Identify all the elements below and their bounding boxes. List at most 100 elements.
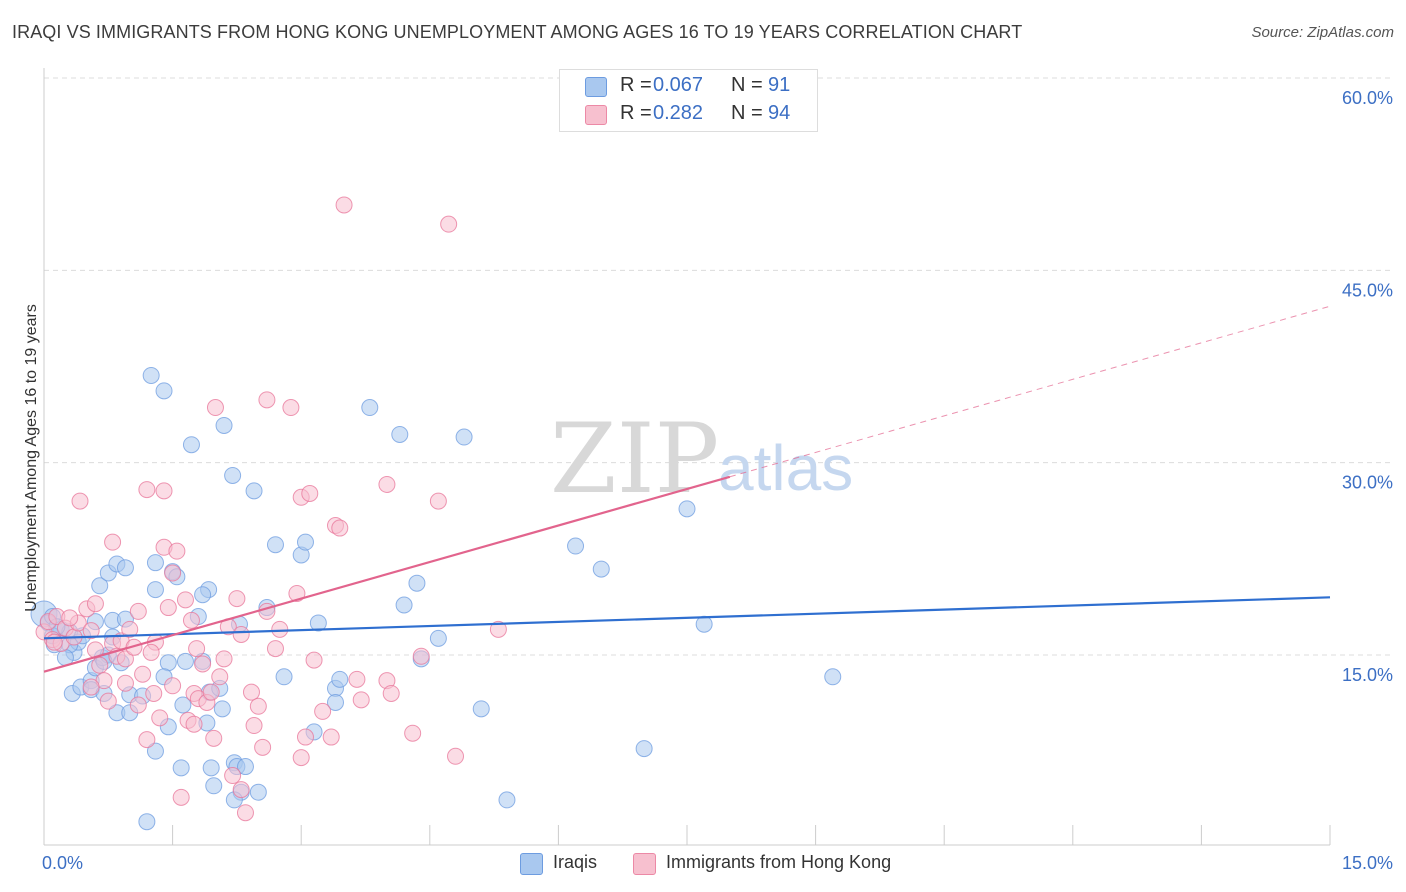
bottom-legend-label-hong-kong: Immigrants from Hong Kong (666, 852, 892, 872)
x-tick-label: 0.0% (42, 853, 83, 873)
point-hong-kong (314, 702, 332, 720)
point-hong-kong (61, 609, 79, 627)
legend-n-label: N = (731, 102, 763, 124)
point-hong-kong (348, 670, 366, 688)
point-hong-kong (188, 640, 206, 658)
point-iraqis (296, 533, 314, 551)
point-iraqis (194, 586, 212, 604)
legend-swatch-hong-kong (585, 105, 607, 125)
point-iraqis (326, 693, 344, 711)
point-iraqis (331, 670, 349, 688)
legend-r-label: R = (620, 102, 652, 124)
point-hong-kong (232, 781, 250, 799)
point-hong-kong (301, 484, 319, 502)
legend-n-value: 91 (768, 74, 791, 96)
point-hong-kong (194, 655, 212, 673)
axes (43, 68, 1331, 846)
point-iraqis (249, 783, 267, 801)
watermark-zip: ZIP (550, 403, 719, 515)
point-hong-kong (215, 650, 233, 668)
point-hong-kong (172, 788, 190, 806)
legend-r-value: 0.067 (653, 74, 704, 96)
point-iraqis (146, 554, 164, 572)
point-hong-kong (138, 731, 156, 749)
point-hong-kong (71, 492, 89, 510)
point-iraqis (592, 560, 610, 578)
point-iraqis (224, 466, 242, 484)
point-hong-kong (489, 620, 507, 638)
y-tick-label: 60.0% (1342, 88, 1393, 108)
point-hong-kong (232, 625, 250, 643)
chart-title: IRAQI VS IMMIGRANTS FROM HONG KONG UNEMP… (12, 22, 1023, 42)
watermark: ZIP atlas (550, 403, 853, 515)
y-tick-label: 15.0% (1342, 665, 1393, 685)
point-iraqis (176, 652, 194, 670)
point-hong-kong (116, 650, 134, 668)
point-hong-kong (242, 683, 260, 701)
point-iraqis (275, 668, 293, 686)
point-hong-kong (331, 519, 349, 537)
point-hong-kong (45, 633, 63, 651)
legend-n-value: 94 (768, 102, 791, 124)
point-hong-kong (258, 391, 276, 409)
point-hong-kong (271, 620, 289, 638)
point-hong-kong (206, 399, 224, 417)
y-tick-label: 30.0% (1342, 473, 1393, 493)
point-hong-kong (176, 591, 194, 609)
point-hong-kong (86, 595, 104, 613)
bottom-legend-swatch-hong-kong (633, 853, 656, 875)
point-iraqis (455, 428, 473, 446)
chart-source: Source: ZipAtlas.com (1251, 24, 1394, 41)
point-hong-kong (404, 724, 422, 742)
point-hong-kong (224, 767, 242, 785)
point-hong-kong (145, 684, 163, 702)
point-hong-kong (254, 738, 272, 756)
point-hong-kong (138, 481, 156, 499)
point-iraqis (215, 416, 233, 434)
data-points (30, 196, 842, 831)
legend-row-hong-kong: R = 0.282 N = 94 (560, 100, 817, 128)
tick-labels: 15.0% 30.0% 45.0% 60.0% 0.0% 15.0% (42, 88, 1393, 873)
point-hong-kong (378, 475, 396, 493)
point-hong-kong (447, 747, 465, 765)
y-axis-label: Unemployment Among Ages 16 to 19 years (23, 304, 40, 612)
legend-n-label: N = (731, 74, 763, 96)
point-hong-kong (151, 709, 169, 727)
point-hong-kong (99, 692, 117, 710)
point-hong-kong (335, 196, 353, 214)
point-iraqis (155, 382, 173, 400)
point-hong-kong (155, 482, 173, 500)
point-iraqis (245, 482, 263, 500)
point-hong-kong (129, 602, 147, 620)
point-iraqis (116, 559, 134, 577)
point-iraqis (91, 577, 109, 595)
point-hong-kong (236, 804, 254, 822)
point-hong-kong (440, 215, 458, 233)
point-hong-kong (121, 620, 139, 638)
point-hong-kong (228, 590, 246, 608)
point-iraqis (567, 537, 585, 555)
point-hong-kong (104, 533, 122, 551)
point-hong-kong (182, 611, 200, 629)
point-hong-kong (164, 677, 182, 695)
point-iraqis (142, 366, 160, 384)
trend-line-iraqis (43, 596, 1331, 640)
legend-row-iraqis: R = 0.067 N = 91 (560, 72, 817, 100)
point-hong-kong (249, 697, 267, 715)
point-iraqis (172, 759, 190, 777)
point-hong-kong (134, 665, 152, 683)
point-hong-kong (159, 599, 177, 617)
point-hong-kong (82, 622, 100, 640)
point-iraqis (205, 777, 223, 795)
legend-r-value: 0.282 (653, 102, 704, 124)
point-hong-kong (429, 492, 447, 510)
point-iraqis (146, 581, 164, 599)
point-hong-kong (82, 678, 100, 696)
point-hong-kong (129, 696, 147, 714)
point-hong-kong (292, 749, 310, 767)
trend-line-hong-kong-extension (729, 305, 1331, 478)
point-iraqis (309, 614, 327, 632)
point-iraqis (695, 615, 713, 633)
point-iraqis (174, 696, 192, 714)
